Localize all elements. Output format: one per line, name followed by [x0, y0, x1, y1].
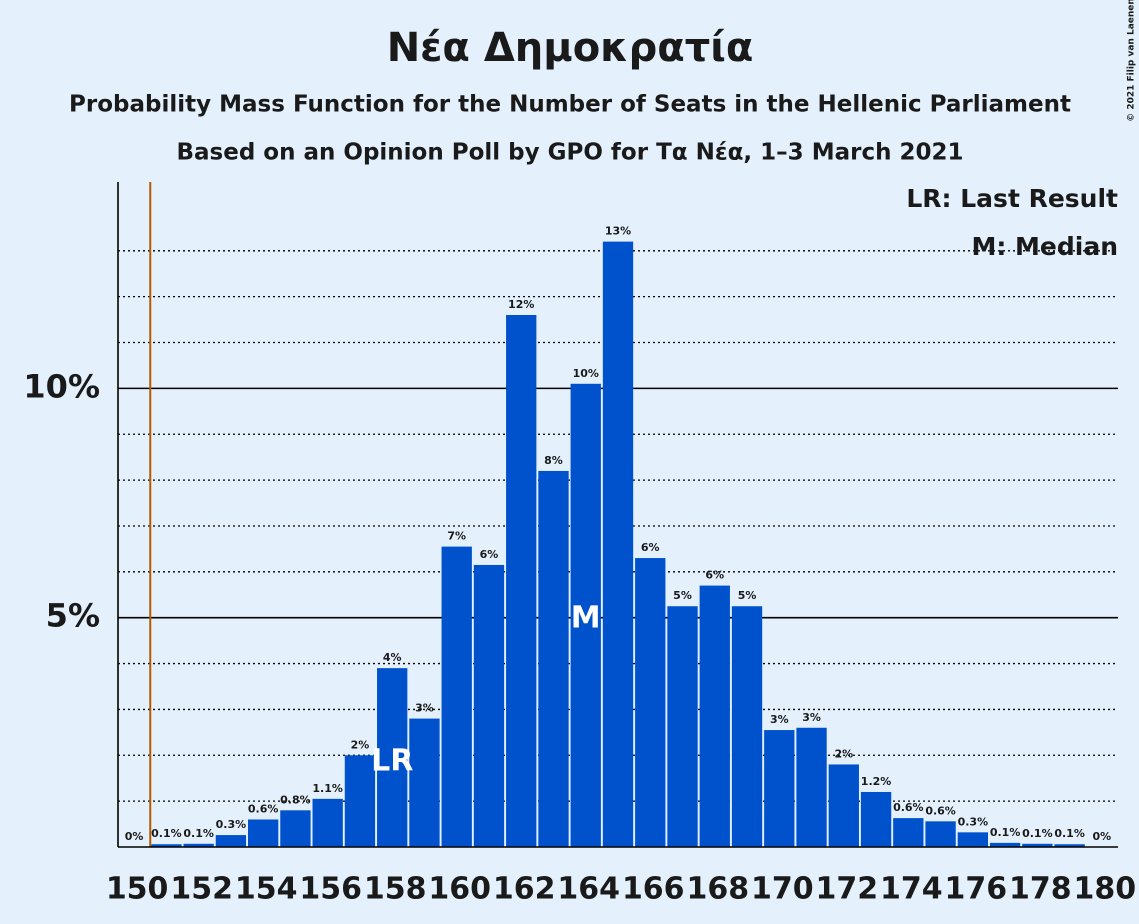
- x-tick-label: 174: [880, 872, 943, 907]
- x-tick-label: 164: [557, 872, 620, 907]
- bar: [1022, 843, 1053, 847]
- bar: [764, 730, 795, 847]
- value-label: 0.6%: [925, 804, 956, 817]
- value-label: 1.1%: [312, 782, 343, 795]
- bar: [667, 606, 698, 847]
- chart-subtitle: Probability Mass Function for the Number…: [69, 92, 1071, 118]
- bar: [828, 764, 859, 847]
- value-label: 2%: [351, 738, 370, 751]
- bar: [183, 843, 214, 847]
- bar: [731, 606, 763, 847]
- value-label: 0.8%: [280, 793, 311, 806]
- x-tick-label: 170: [751, 872, 814, 907]
- bar: [377, 668, 408, 847]
- value-label: 6%: [705, 569, 724, 582]
- bar: [312, 798, 343, 847]
- value-label: 8%: [544, 454, 563, 467]
- value-label: 3%: [415, 702, 434, 715]
- value-label: 13%: [605, 225, 631, 238]
- value-label: 3%: [802, 711, 821, 724]
- value-label: 0.1%: [990, 826, 1021, 839]
- x-tick-label: 168: [686, 872, 749, 907]
- bar: [860, 791, 892, 847]
- value-label: 6%: [641, 541, 660, 554]
- bar: [248, 819, 279, 847]
- value-label: 0.1%: [151, 827, 182, 840]
- last-result-marker: LR: [371, 744, 413, 779]
- x-tick-label: 178: [1009, 872, 1072, 907]
- x-tick-label: 176: [945, 872, 1008, 907]
- value-label: 0.3%: [216, 818, 247, 831]
- bar: [506, 315, 537, 847]
- bar: [409, 718, 440, 847]
- bar: [151, 844, 182, 847]
- value-label: 5%: [738, 589, 757, 602]
- bar: [925, 821, 956, 847]
- x-tick-label: 152: [170, 872, 233, 907]
- x-tick-label: 154: [235, 872, 298, 907]
- bar: [893, 818, 924, 847]
- median-marker: M: [571, 601, 601, 636]
- x-tick-label: 150: [106, 872, 169, 907]
- value-label: 0.3%: [958, 815, 989, 828]
- bar: [635, 558, 666, 847]
- value-label: 2%: [834, 747, 853, 760]
- chart-subtitle: Based on an Opinion Poll by GPO for Τα Ν…: [177, 140, 964, 166]
- bar: [796, 727, 827, 847]
- chart-title: Νέα Δημοκρατία: [387, 25, 754, 71]
- bar: [957, 832, 988, 847]
- legend-entry: LR: Last Result: [906, 184, 1118, 213]
- value-label: 6%: [480, 548, 499, 561]
- copyright: © 2021 Filip van Laenen: [1127, 0, 1137, 122]
- bar: [280, 810, 311, 847]
- x-tick-label: 166: [622, 872, 685, 907]
- y-tick-label: 5%: [46, 597, 100, 635]
- bar: [538, 470, 569, 847]
- y-tick-label: 10%: [23, 367, 100, 405]
- bar: [1054, 844, 1085, 847]
- x-tick-label: 156: [299, 872, 362, 907]
- value-label: 0%: [125, 830, 144, 843]
- bar: [344, 755, 376, 847]
- value-label: 0.6%: [893, 801, 924, 814]
- value-label: 0.1%: [1022, 827, 1053, 840]
- bar: [473, 564, 505, 847]
- value-label: 0%: [1093, 830, 1112, 843]
- bar: [441, 546, 472, 847]
- bar: [699, 585, 730, 847]
- value-label: 0.1%: [1054, 827, 1085, 840]
- bar: [570, 383, 601, 847]
- x-tick-label: 180: [1074, 872, 1137, 907]
- bar: [602, 241, 634, 847]
- legend-entry: M: Median: [971, 232, 1118, 261]
- value-label: 12%: [508, 298, 534, 311]
- value-label: 0.6%: [248, 802, 279, 815]
- value-label: 1.2%: [861, 775, 892, 788]
- x-tick-label: 162: [493, 872, 556, 907]
- value-label: 5%: [673, 589, 692, 602]
- bar: [989, 842, 1021, 847]
- value-label: 0.1%: [183, 827, 214, 840]
- x-tick-label: 158: [364, 872, 427, 907]
- x-tick-label: 172: [815, 872, 878, 907]
- value-label: 10%: [573, 367, 599, 380]
- value-label: 3%: [770, 713, 789, 726]
- value-label: 7%: [447, 530, 466, 543]
- value-label: 4%: [383, 651, 402, 664]
- bar: [215, 835, 247, 847]
- x-tick-label: 160: [428, 872, 491, 907]
